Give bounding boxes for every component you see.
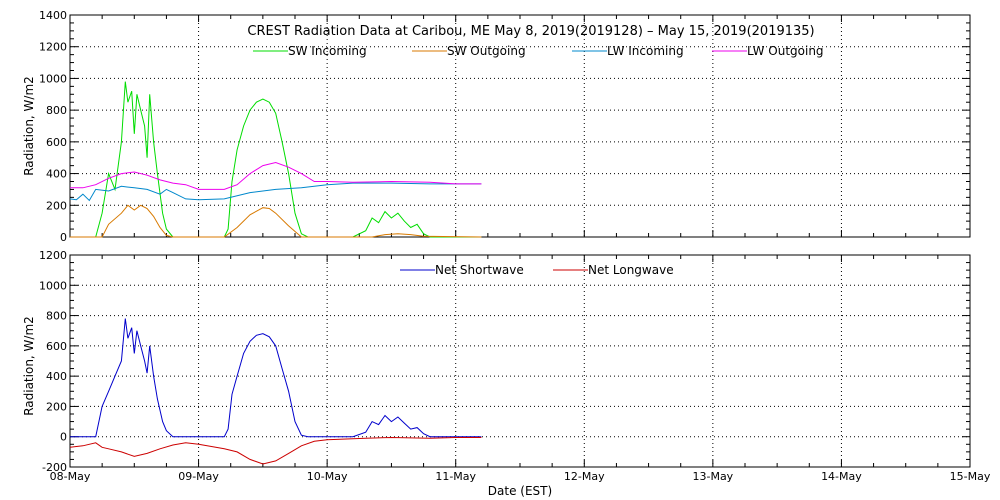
series-line-lw-incoming: [69, 182, 482, 202]
bottom-y-tick-label: 400: [46, 370, 67, 383]
x-tick-label: 15-May: [950, 470, 991, 483]
bottom-y-tick-label: 1200: [39, 249, 67, 262]
top-y-tick-label: 1000: [39, 72, 67, 85]
top-y-tick-label: 1200: [39, 41, 67, 54]
x-tick-label: 10-May: [307, 470, 348, 483]
top-panel: 0 200 400 600 800 1000 1200 1400 SW Incoming SW O…: [39, 9, 971, 244]
top-y-tick-label: 600: [46, 136, 67, 149]
bottom-panel: -200 0 200 400 600 800 1000 1200 08-May 09-May 10-…: [39, 249, 991, 483]
top-y-tick-label: 800: [46, 104, 67, 117]
bottom-y-tick-label: 600: [46, 340, 67, 353]
legend-label-lw-incoming: LW Incoming: [607, 44, 684, 58]
bottom-y-tick-label: -200: [42, 461, 67, 474]
x-tick-label: 09-May: [178, 470, 219, 483]
bottom-y-tick-label: 800: [46, 310, 67, 323]
legend-label-sw-outgoing: SW Outgoing: [447, 44, 526, 58]
series-line-net-longwave: [69, 436, 482, 465]
x-axis-label: Date (EST): [488, 484, 552, 498]
top-y-tick-label: 400: [46, 168, 67, 181]
legend-label-sw-incoming: SW Incoming: [288, 44, 367, 58]
bottom-y-tick-label: 0: [60, 431, 67, 444]
x-tick-label: 12-May: [564, 470, 605, 483]
legend-label-lw-outgoing: LW Outgoing: [747, 44, 824, 58]
series-line-sw-incoming: [70, 81, 482, 238]
legend-label-net-longwave: Net Longwave: [588, 263, 674, 277]
x-tick-label: 11-May: [435, 470, 476, 483]
series-line-sw-outgoing: [70, 204, 482, 238]
top-y-tick-label: 200: [46, 199, 67, 212]
bottom-y-axis-label: Radiation, W/m2: [22, 316, 36, 416]
series-line-net-shortwave: [70, 318, 482, 438]
series-line-lw-outgoing: [70, 161, 482, 190]
top-y-tick-label: 1400: [39, 9, 67, 22]
bottom-y-tick-label: 200: [46, 400, 67, 413]
x-tick-label: 13-May: [692, 470, 733, 483]
chart-title: CREST Radiation Data at Caribou, ME May …: [247, 24, 814, 39]
bottom-y-tick-label: 1000: [39, 279, 67, 292]
top-y-axis-label: Radiation, W/m2: [22, 76, 36, 176]
top-y-tick-label: 0: [60, 231, 67, 244]
x-tick-label: 14-May: [821, 470, 862, 483]
bottom-plot-frame: [69, 254, 971, 468]
legend-label-net-shortwave: Net Shortwave: [435, 263, 524, 277]
x-tick-label: 08-May: [50, 470, 91, 483]
